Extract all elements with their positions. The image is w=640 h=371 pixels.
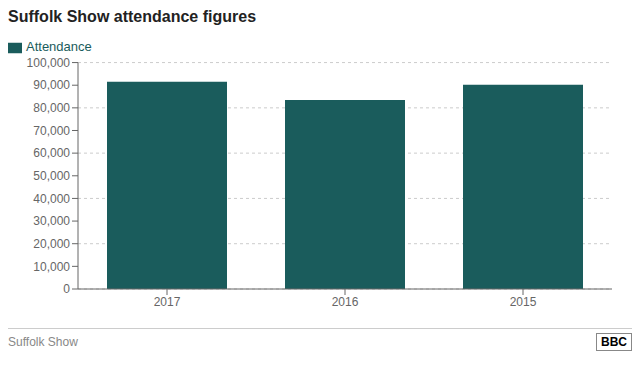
- svg-text:90,000: 90,000: [33, 78, 70, 92]
- svg-text:30,000: 30,000: [33, 214, 70, 228]
- svg-text:0: 0: [63, 282, 70, 296]
- svg-text:2015: 2015: [510, 295, 537, 309]
- svg-text:100,000: 100,000: [27, 56, 71, 70]
- html-text:BBC: BBC: [601, 335, 627, 349]
- svg-text:2016: 2016: [332, 295, 359, 309]
- svg-text:20,000: 20,000: [33, 237, 70, 251]
- html-text:Suffolk Show attendance figure: Suffolk Show attendance figures: [8, 8, 256, 25]
- svg-text:70,000: 70,000: [33, 124, 70, 138]
- svg-text:2017: 2017: [154, 295, 181, 309]
- html-text:Suffolk Show: Suffolk Show: [8, 335, 78, 349]
- html-text:Attendance: Attendance: [26, 39, 92, 54]
- svg-text:50,000: 50,000: [33, 169, 70, 183]
- svg-text:40,000: 40,000: [33, 192, 70, 206]
- svg-text:10,000: 10,000: [33, 260, 70, 274]
- svg-text:80,000: 80,000: [33, 101, 70, 115]
- svg-text:60,000: 60,000: [33, 146, 70, 160]
